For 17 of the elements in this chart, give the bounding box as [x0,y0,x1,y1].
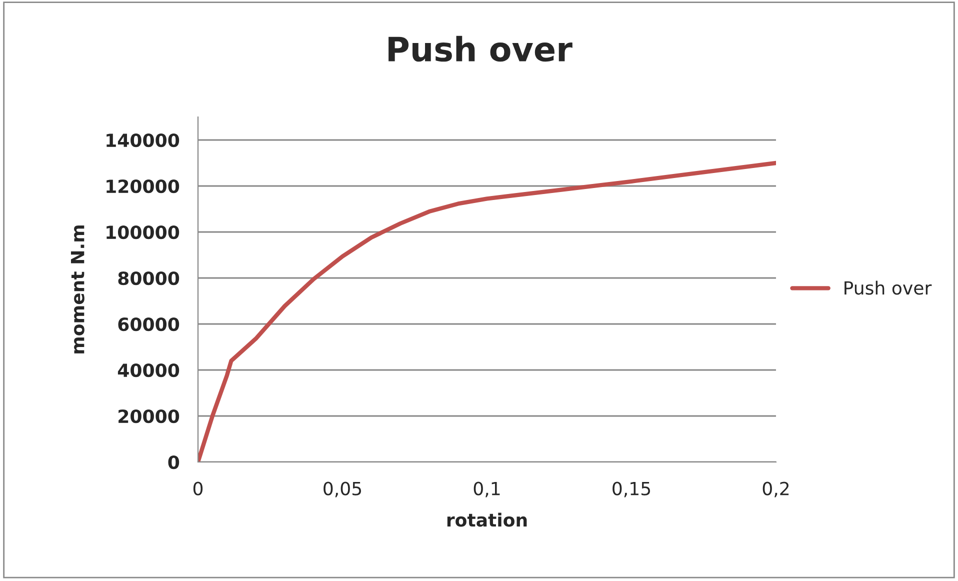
y-tick-label: 20000 [118,409,180,424]
y-tick-label: 60000 [118,317,180,332]
y-tick-label: 140000 [106,133,180,148]
x-tick-label: 0,05 [324,482,362,498]
chart-title: Push over [388,36,572,62]
y-tick-label: 120000 [106,179,180,194]
y-tick-label: 80000 [118,271,180,286]
x-axis-title: rotation [447,512,527,527]
y-tick-label: 40000 [118,363,180,378]
x-tick-label: 0,2 [762,482,789,498]
y-tick-label: 0 [168,455,180,470]
x-tick-label: 0,1 [474,482,500,498]
legend-label: Push over [844,280,932,295]
x-tick-label: 0,15 [612,482,650,498]
x-tick-label: 0 [193,482,203,496]
y-tick-label: 100000 [106,225,180,240]
y-axis-title: moment N.m [70,226,84,354]
